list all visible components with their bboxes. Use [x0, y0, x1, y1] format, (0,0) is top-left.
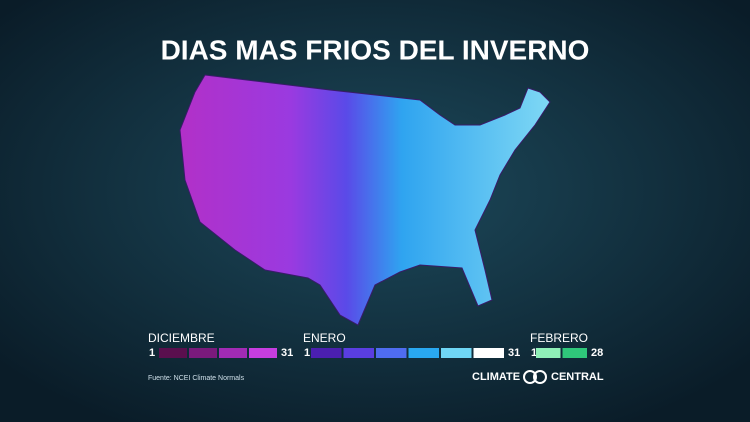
legend-swatch — [536, 348, 561, 358]
legend-swatch — [189, 348, 217, 358]
legend-end: 28 — [591, 347, 603, 359]
legend-end: 31 — [508, 347, 520, 359]
legend-swatch — [311, 348, 342, 358]
legend: DICIEMBRE 1 31 ENERO 1 31 FEBRERO 1 28 — [148, 331, 603, 359]
legend-title: FEBRERO — [530, 331, 588, 345]
legend-start: 1 — [149, 347, 155, 359]
logo-left: CLIMATE — [472, 371, 520, 383]
legend-swatch — [159, 348, 187, 358]
legend-title: ENERO — [303, 331, 346, 345]
legend-swatch — [376, 348, 407, 358]
us-map — [179, 74, 551, 326]
legend-end: 31 — [281, 347, 293, 359]
legend-swatch — [343, 348, 374, 358]
logo-icon — [533, 370, 547, 384]
source: Fuente: NCEI Climate Normals — [148, 375, 245, 382]
legend-title: DICIEMBRE — [148, 331, 215, 345]
logo-right: CENTRAL — [551, 371, 604, 383]
legend-swatch — [441, 348, 472, 358]
legend-swatch — [249, 348, 277, 358]
legend-swatch — [473, 348, 504, 358]
legend-swatch — [562, 348, 587, 358]
logo-icon — [523, 370, 537, 384]
legend-start: 1 — [531, 347, 537, 359]
legend-swatch — [408, 348, 439, 358]
title: DIAS MAS FRIOS DEL INVERNO — [161, 34, 590, 65]
legend-start: 1 — [304, 347, 310, 359]
legend-swatch — [219, 348, 247, 358]
